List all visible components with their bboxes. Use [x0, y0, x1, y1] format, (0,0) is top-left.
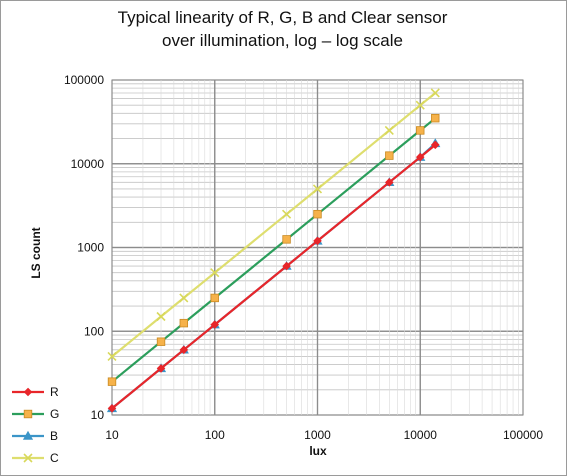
data-point-r	[313, 236, 322, 246]
legend-marker	[23, 453, 33, 463]
x-tick-label: 100	[205, 428, 225, 442]
chart-title: Typical linearity of R, G, B and Clear s…	[0, 6, 565, 52]
series-layer	[106, 88, 441, 413]
x-tick-label: 10000	[404, 428, 438, 442]
data-point-r	[282, 261, 291, 271]
y-tick-label: 10000	[71, 157, 105, 171]
data-point-r	[107, 404, 117, 413]
legend-item-b: B	[12, 429, 58, 443]
x-tick-label: 100000	[503, 428, 543, 442]
x-tick-label: 10	[105, 428, 119, 442]
data-point-r	[415, 152, 425, 162]
data-point-c	[282, 209, 292, 219]
marker-stroke	[415, 100, 425, 110]
data-point-g	[431, 113, 440, 123]
data-point-c	[312, 184, 323, 194]
data-point-g	[179, 318, 189, 328]
data-point-r	[179, 345, 189, 355]
marker-stroke	[210, 268, 220, 278]
data-point-g	[210, 293, 219, 303]
y-tick-label: 100000	[64, 73, 104, 87]
legend-label: C	[50, 451, 59, 465]
y-tick-label: 1000	[77, 241, 104, 255]
marker-stroke	[282, 209, 292, 219]
legend-item-c: C	[12, 451, 59, 465]
data-point-c	[415, 100, 425, 110]
marker-stroke	[156, 311, 166, 322]
marker-stroke	[384, 125, 394, 135]
legend-marker	[22, 430, 34, 440]
grid	[111, 79, 524, 416]
y-axis-title: LS count	[29, 227, 43, 278]
legend-label: B	[50, 429, 58, 443]
data-point-c	[430, 88, 440, 98]
data-point-c	[107, 351, 117, 362]
data-point-r	[385, 178, 394, 187]
data-point-g	[313, 209, 322, 219]
x-tick-label: 1000	[304, 428, 331, 442]
legend-label: R	[50, 385, 59, 399]
data-point-c	[156, 311, 166, 322]
data-point-r	[430, 140, 440, 150]
chart-title-line-1: Typical linearity of R, G, B and Clear s…	[117, 8, 448, 27]
legend-marker	[23, 409, 33, 419]
data-point-c	[179, 293, 189, 303]
data-point-r	[156, 364, 166, 373]
series-g	[107, 113, 440, 386]
legend-item-r: R	[12, 385, 59, 399]
y-tick-label: 10	[91, 408, 105, 422]
data-point-g	[282, 235, 291, 244]
marker-stroke	[312, 184, 323, 194]
data-point-g	[107, 377, 117, 386]
data-point-g	[156, 337, 166, 346]
series-r	[107, 140, 440, 413]
x-axis-title: lux	[309, 444, 327, 458]
data-point-c	[210, 268, 220, 278]
legend-item-g: G	[12, 407, 59, 421]
y-tick-label: 100	[84, 324, 104, 338]
marker-stroke	[430, 88, 440, 98]
data-point-c	[384, 125, 394, 135]
data-point-g	[416, 126, 425, 135]
data-point-r	[210, 320, 220, 329]
marker-stroke	[179, 293, 189, 303]
series-c	[107, 88, 440, 362]
marker-stroke	[107, 351, 117, 362]
marker-stroke	[23, 453, 33, 463]
legend-label: G	[50, 407, 59, 421]
tick-labels: 10 100 1000 10000 100000 10 100 1000 10000 100000	[64, 73, 543, 442]
legend-marker	[23, 387, 33, 397]
chart-title-line-2: over illumination, log – log scale	[162, 31, 403, 50]
data-point-g	[385, 151, 394, 160]
